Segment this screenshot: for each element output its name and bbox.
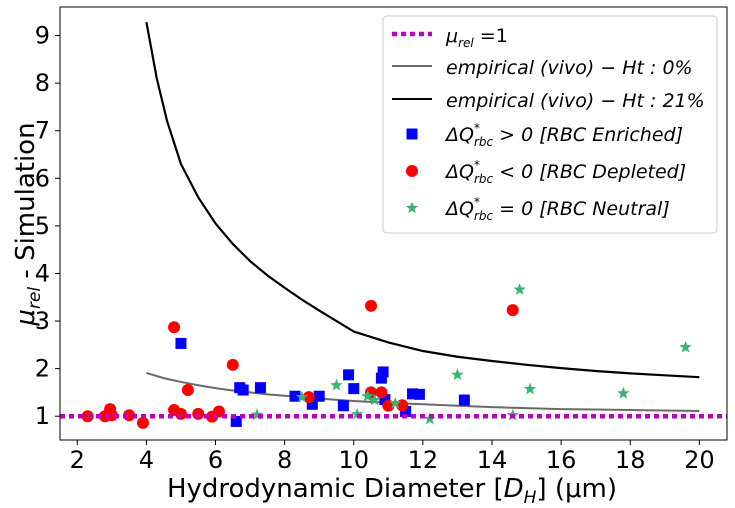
legend-frame	[382, 15, 718, 234]
legend-label-enriched: ΔQ* rbc > 0 [RBC Enriched]	[444, 121, 683, 149]
y-tick-label-4: 4	[35, 259, 50, 287]
point-depleted	[375, 386, 388, 399]
y-tick-label-5: 5	[35, 212, 50, 240]
point-depleted	[168, 321, 181, 334]
x-tick-label-16: 16	[546, 446, 577, 474]
point-neutral	[617, 386, 630, 399]
point-neutral	[295, 390, 309, 403]
point-enriched	[254, 382, 266, 394]
point-depleted	[302, 391, 315, 404]
point-neutral	[330, 378, 343, 391]
point-enriched	[289, 390, 301, 402]
x-tick-label-20: 20	[684, 446, 715, 474]
y-axis-label: μrel - Simulation	[11, 122, 45, 326]
legend-label-depleted: ΔQ* rbc < 0 [RBC Depleted]	[444, 158, 686, 186]
axes-frame	[59, 6, 728, 441]
point-enriched	[230, 415, 242, 427]
curve-ht21	[145, 22, 700, 379]
point-enriched	[400, 405, 412, 417]
point-enriched	[377, 366, 389, 378]
x-tick-label-4: 4	[139, 446, 154, 474]
y-tick-label-3: 3	[35, 307, 50, 335]
x-tick-label-18: 18	[615, 446, 646, 474]
point-neutral	[679, 340, 692, 353]
legend-marker-depleted	[406, 165, 418, 177]
point-neutral	[368, 393, 381, 406]
legend-label-ht21: empirical (vivo) − Ht : 21%	[446, 90, 705, 112]
x-tick-label-2: 2	[70, 446, 85, 474]
point-depleted	[226, 358, 239, 371]
point-depleted	[506, 304, 519, 317]
x-tick-label-8: 8	[277, 446, 292, 474]
legend-label-ht0: empirical (vivo) − Ht : 0%	[446, 57, 693, 79]
point-enriched	[337, 400, 349, 412]
legend: μrel =1 empirical (vivo) − Ht : 0% empir…	[382, 15, 718, 234]
point-neutral	[513, 283, 526, 295]
point-neutral	[351, 407, 364, 420]
point-enriched	[306, 398, 318, 410]
point-enriched	[407, 388, 419, 400]
point-enriched	[413, 388, 425, 400]
point-enriched	[379, 394, 391, 406]
point-depleted	[181, 384, 194, 397]
y-tick-label-6: 6	[35, 164, 50, 192]
point-enriched	[458, 394, 470, 406]
legend-marker-enriched	[406, 128, 418, 140]
y-tick-label-7: 7	[35, 117, 50, 145]
x-axis-label: Hydrodynamic Diameter [DH] (μm)	[167, 474, 617, 508]
point-enriched	[348, 383, 360, 395]
legend-marker-neutral	[405, 201, 419, 214]
plot-area	[60, 22, 727, 429]
point-neutral	[451, 368, 464, 381]
point-neutral	[523, 382, 537, 395]
point-enriched	[343, 369, 355, 381]
point-neutral	[250, 408, 264, 421]
point-enriched	[237, 384, 249, 396]
point-enriched	[313, 390, 325, 402]
point-neutral	[389, 396, 402, 409]
point-depleted	[365, 299, 378, 312]
x-tick-label-6: 6	[208, 446, 223, 474]
legend-label-neutral: ΔQ* rbc = 0 [RBC Neutral]	[444, 195, 670, 223]
y-tick-label-1: 1	[35, 402, 50, 430]
y-tick-label-8: 8	[35, 69, 50, 97]
y-tick-label-2: 2	[35, 355, 50, 383]
curve-ht0	[146, 371, 700, 412]
legend-label-reference: μrel =1	[445, 25, 508, 50]
point-neutral	[361, 389, 374, 402]
x-tick-label-12: 12	[408, 446, 439, 474]
legend-markers	[392, 31, 432, 214]
point-enriched	[175, 337, 187, 349]
y-tick-label-9: 9	[35, 22, 50, 50]
x-tick-label-10: 10	[338, 446, 369, 474]
point-depleted	[136, 416, 149, 429]
x-tick-label-14: 14	[477, 446, 508, 474]
point-enriched	[375, 372, 387, 384]
